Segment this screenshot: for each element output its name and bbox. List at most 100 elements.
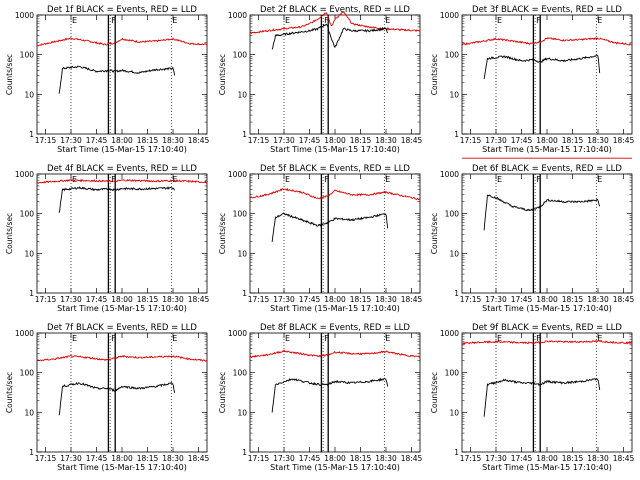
x-tick-label: 18:00 — [111, 295, 133, 304]
panel-title: Det 6f BLACK = Events, RED = LLD — [472, 164, 622, 174]
x-tick-label: 17:45 — [299, 454, 321, 463]
panel-title: Det 7f BLACK = Events, RED = LLD — [47, 323, 197, 333]
y-tick-label: 100 — [233, 210, 248, 219]
y-tick-label: 1 — [242, 130, 247, 139]
x-tick-label: 17:15 — [460, 136, 482, 145]
x-tick-label: 18:00 — [324, 454, 346, 463]
y-tick-label: 10 — [24, 90, 34, 99]
x-tick-label: 17:45 — [86, 454, 108, 463]
marker-label: E — [497, 175, 502, 184]
x-tick-label: 18:15 — [562, 454, 584, 463]
x-tick-label: 18:45 — [401, 454, 423, 463]
panel-3: Det 3f BLACK = Events, RED = LLD 1 10 100 10… — [430, 5, 635, 154]
marker-label: E — [597, 16, 602, 25]
panel-title: Det 4f BLACK = Events, RED = LLD — [47, 164, 197, 174]
y-axis-label: Counts/sec — [430, 54, 439, 95]
marker-label: F — [324, 334, 329, 343]
events-series-line — [483, 377, 601, 417]
panel-title: Det 1f BLACK = Events, RED = LLD — [47, 5, 197, 15]
x-tick-label: 18:30 — [587, 454, 609, 463]
x-tick-label: 18:15 — [562, 136, 584, 145]
x-tick-label: 17:45 — [299, 136, 321, 145]
x-tick-label: 17:30 — [60, 136, 82, 145]
x-axis-label: Start Time (15-Mar-15 17:10:40) — [57, 145, 187, 154]
y-tick-label: 10 — [449, 408, 459, 417]
panel-title: Det 5f BLACK = Events, RED = LLD — [260, 164, 410, 174]
x-tick-label: 18:15 — [350, 454, 372, 463]
y-tick-label: 100 — [233, 369, 248, 378]
y-tick-label: 100 — [445, 210, 460, 219]
lld-series-line — [36, 178, 208, 184]
x-axis-label: Start Time (15-Mar-15 17:10:40) — [482, 304, 612, 313]
x-tick-label: 18:00 — [111, 136, 133, 145]
x-tick-label: 18:00 — [536, 454, 558, 463]
x-tick-label: 18:30 — [375, 136, 397, 145]
y-tick-label: 100 — [445, 51, 460, 60]
x-axis-label: Start Time (15-Mar-15 17:10:40) — [270, 463, 400, 472]
y-axis-label: Counts/sec — [430, 372, 439, 413]
x-tick-label: 17:15 — [35, 295, 57, 304]
marker-label: F — [111, 175, 116, 184]
marker-label: F — [536, 175, 541, 184]
marker-label: E — [597, 334, 602, 343]
y-tick-label: 1 — [29, 289, 34, 298]
x-tick-label: 17:45 — [86, 136, 108, 145]
y-axis-label: Counts/sec — [430, 213, 439, 254]
x-tick-label: 18:30 — [587, 295, 609, 304]
y-tick-label: 100 — [20, 210, 35, 219]
x-tick-label: 18:00 — [324, 295, 346, 304]
x-tick-label: 17:30 — [273, 136, 295, 145]
marker-label: F — [324, 175, 329, 184]
y-tick-label: 100 — [233, 51, 248, 60]
x-tick-label: 17:30 — [273, 295, 295, 304]
y-tick-label: 10 — [449, 90, 459, 99]
y-tick-label: 1 — [454, 130, 459, 139]
marker-label: F — [111, 334, 116, 343]
x-tick-label: 17:15 — [35, 454, 57, 463]
x-tick-label: 17:15 — [460, 454, 482, 463]
panel-5: Det 5f BLACK = Events, RED = LLD 1 10 100 10… — [218, 164, 423, 313]
panel-6: Det 6f BLACK = Events, RED = LLD 1 10 100 10… — [430, 157, 635, 313]
y-tick-label: 1000 — [15, 11, 34, 20]
x-tick-label: 18:45 — [613, 136, 635, 145]
x-tick-label: 17:45 — [511, 454, 533, 463]
marker-label: E — [172, 334, 177, 343]
y-tick-label: 1 — [454, 448, 459, 457]
x-tick-label: 18:45 — [188, 454, 210, 463]
x-tick-label: 17:15 — [248, 454, 270, 463]
x-tick-label: 18:30 — [162, 295, 184, 304]
y-tick-label: 1000 — [228, 170, 247, 179]
x-axis-label: Start Time (15-Mar-15 17:10:40) — [57, 463, 187, 472]
events-series-line — [58, 185, 176, 213]
plot-frame — [249, 14, 421, 135]
marker-label: E — [72, 16, 77, 25]
marker-label: E — [72, 175, 77, 184]
y-tick-label: 1 — [454, 289, 459, 298]
marker-label: F — [536, 334, 541, 343]
y-tick-label: 1000 — [228, 329, 247, 338]
x-axis-label: Start Time (15-Mar-15 17:10:40) — [270, 304, 400, 313]
x-tick-label: 17:30 — [273, 454, 295, 463]
events-series-line — [483, 194, 601, 231]
marker-label: E — [72, 334, 77, 343]
x-axis-label: Start Time (15-Mar-15 17:10:40) — [482, 463, 612, 472]
y-tick-label: 1000 — [228, 11, 247, 20]
lld-series-line — [461, 339, 633, 345]
marker-label: E — [497, 16, 502, 25]
x-tick-label: 17:30 — [60, 454, 82, 463]
x-tick-label: 18:15 — [137, 295, 159, 304]
x-tick-label: 17:45 — [511, 136, 533, 145]
marker-label: E — [497, 334, 502, 343]
plot-frame — [461, 332, 633, 453]
y-tick-label: 10 — [237, 249, 247, 258]
y-tick-label: 1 — [242, 448, 247, 457]
x-tick-label: 18:30 — [375, 295, 397, 304]
x-tick-label: 18:45 — [188, 295, 210, 304]
x-tick-label: 18:15 — [350, 136, 372, 145]
events-series-line — [271, 23, 389, 50]
y-tick-label: 1000 — [440, 11, 459, 20]
events-series-line — [483, 54, 601, 80]
marker-label: E — [385, 16, 390, 25]
panel-4: Det 4f BLACK = Events, RED = LLD 1 10 100 10… — [5, 164, 210, 313]
